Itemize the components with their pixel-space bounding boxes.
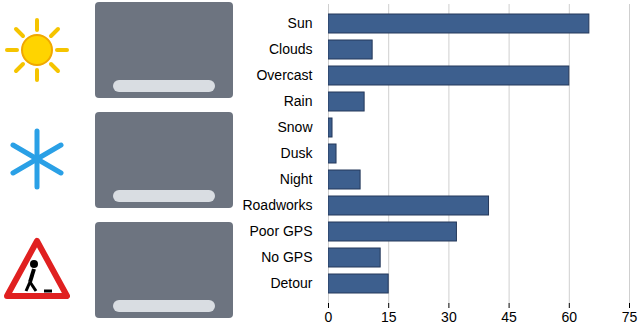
svg-text:Detour: Detour (270, 275, 312, 291)
svg-text:Clouds: Clouds (269, 41, 313, 57)
svg-text:0: 0 (325, 309, 333, 325)
svg-text:Poor GPS: Poor GPS (249, 223, 312, 239)
svg-text:No GPS: No GPS (261, 249, 312, 265)
svg-text:45: 45 (501, 309, 517, 325)
svg-text:Dusk: Dusk (281, 145, 314, 161)
svg-text:75: 75 (622, 309, 638, 325)
svg-text:Night: Night (280, 171, 313, 187)
svg-text:15: 15 (381, 309, 397, 325)
svg-text:Snow: Snow (277, 119, 313, 135)
svg-text:Rain: Rain (284, 93, 313, 109)
svg-text:Roadworks: Roadworks (242, 197, 312, 213)
svg-text:Sun: Sun (288, 15, 313, 31)
svg-text:30: 30 (441, 309, 457, 325)
svg-text:Overcast: Overcast (256, 67, 312, 83)
svg-text:60: 60 (562, 309, 578, 325)
